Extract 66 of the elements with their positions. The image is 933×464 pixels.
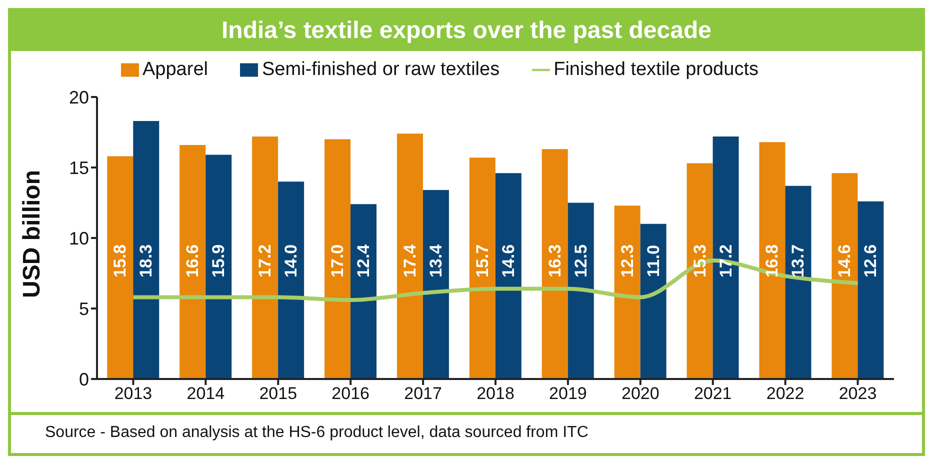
chart-title: India’s textile exports over the past decade <box>11 11 922 51</box>
x-tick-label: 2020 <box>621 384 660 404</box>
data-label: 15.9 <box>209 244 228 278</box>
bar <box>350 204 377 379</box>
data-label: 16.6 <box>183 244 202 278</box>
data-label: 12.3 <box>618 244 637 278</box>
data-label: 15.3 <box>690 244 710 278</box>
data-label: 18.3 <box>136 244 156 278</box>
bar <box>422 190 449 379</box>
data-label: 17.0 <box>328 244 348 278</box>
y-axis-title: USD billion <box>18 170 46 298</box>
bar <box>324 139 351 379</box>
data-label: 14.6 <box>498 244 518 278</box>
bar <box>278 182 304 379</box>
data-label: 15.8 <box>110 244 130 278</box>
bar <box>614 206 640 379</box>
x-tick-label: 2018 <box>476 384 514 404</box>
data-label: 11.0 <box>644 244 663 278</box>
bar <box>785 186 812 379</box>
legend-label: Finished textile products <box>554 59 758 80</box>
bar <box>640 224 666 379</box>
bar <box>858 201 884 379</box>
y-tick-label: 20 <box>68 87 89 108</box>
data-label: 17.2 <box>256 244 275 278</box>
data-label: 16.8 <box>762 244 782 278</box>
y-tick-label: 5 <box>78 298 89 319</box>
x-tick-label: 2023 <box>838 384 877 404</box>
data-label: 17.4 <box>400 244 420 278</box>
bar <box>396 134 423 379</box>
bar <box>686 163 713 379</box>
x-tick-label: 2021 <box>694 384 732 404</box>
bar <box>568 202 594 379</box>
bar <box>759 142 786 379</box>
x-tick-label: 2013 <box>114 384 152 404</box>
data-label: 13.7 <box>788 244 808 278</box>
bar <box>712 136 739 379</box>
bar <box>469 158 496 379</box>
x-tick-label: 2016 <box>332 384 370 404</box>
data-label: 14.0 <box>282 244 301 278</box>
bar <box>180 144 206 379</box>
y-tick-label: 10 <box>68 228 89 248</box>
x-tick-label: 2019 <box>549 384 587 404</box>
legend-label: Semi-finished or raw textiles <box>262 59 500 80</box>
bar <box>107 156 134 379</box>
data-label: 14.6 <box>835 244 854 278</box>
x-tick-label: 2017 <box>404 384 442 404</box>
data-label: 12.4 <box>354 244 374 278</box>
bar <box>542 149 568 379</box>
data-label: 16.3 <box>545 244 564 278</box>
legend-label: Apparel <box>142 59 208 80</box>
y-tick-label: 15 <box>68 158 89 178</box>
bar <box>206 154 232 379</box>
bar <box>252 136 278 379</box>
y-tick-label: 0 <box>78 369 89 390</box>
bar <box>133 120 160 379</box>
data-label: 12.6 <box>861 244 880 278</box>
x-tick-label: 2014 <box>186 384 225 404</box>
x-tick-label: 2022 <box>766 384 804 404</box>
source-note: Source - Based on analysis at the HS-6 product level, data sourced from ITC <box>45 424 588 441</box>
x-tick-label: 2015 <box>259 384 298 404</box>
bar <box>495 173 522 379</box>
bar <box>832 173 858 379</box>
data-label: 15.7 <box>472 244 492 278</box>
data-label: 13.4 <box>426 244 446 278</box>
data-label: 17.2 <box>716 244 736 278</box>
data-label: 12.5 <box>571 244 590 278</box>
